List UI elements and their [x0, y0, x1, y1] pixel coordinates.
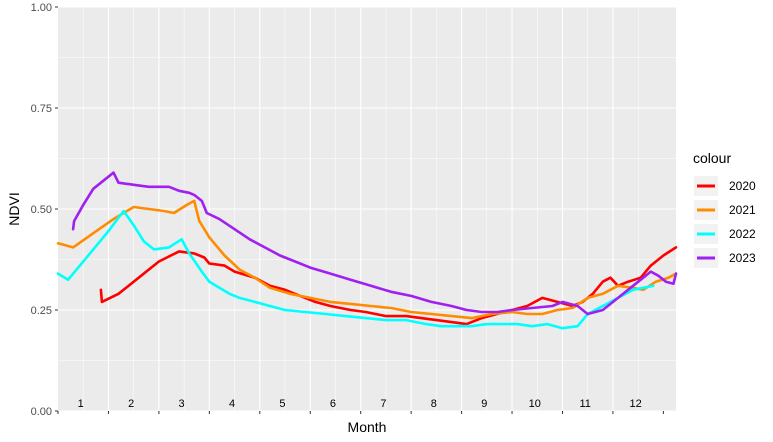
- series-lines: [56, 171, 678, 330]
- month-label: 8: [431, 398, 437, 410]
- month-label: 1: [78, 398, 84, 410]
- series-line-2020: [99, 246, 678, 326]
- month-label: 12: [630, 398, 642, 410]
- legend-label-2023: 2023: [729, 251, 756, 265]
- major-gridlines: [58, 6, 676, 412]
- month-label: 9: [481, 398, 487, 410]
- month-label: 6: [330, 398, 336, 410]
- month-label: 11: [579, 398, 590, 410]
- y-tick-label: 1.00: [31, 2, 52, 14]
- y-axis: 0.00 0.25 0.50 0.75 1.00: [31, 2, 58, 418]
- month-label: 4: [229, 398, 235, 410]
- y-axis-title: NDVI: [6, 192, 22, 225]
- y-tick-label: 0.50: [31, 204, 52, 216]
- y-tick-label: 0.75: [31, 103, 52, 115]
- month-label: 3: [179, 398, 185, 410]
- legend-label-2021: 2021: [729, 203, 756, 217]
- y-tick-label: 0.00: [31, 406, 52, 418]
- x-axis-title: Month: [348, 419, 387, 435]
- series-line-2023: [71, 171, 678, 316]
- y-tick-label: 0.25: [31, 305, 52, 317]
- series-line-2022: [56, 209, 655, 330]
- month-label: 10: [529, 398, 541, 410]
- month-labels: 1 2 3 4 5 6 7 8 9 10 11 12: [78, 398, 642, 410]
- legend-label-2020: 2020: [729, 179, 756, 193]
- month-label: 5: [279, 398, 285, 410]
- x-axis: [57, 411, 664, 414]
- legend-label-2022: 2022: [729, 227, 756, 241]
- series-line-2021: [56, 199, 678, 320]
- month-label: 7: [380, 398, 386, 410]
- month-label: 2: [128, 398, 134, 410]
- legend-title: colour: [693, 150, 731, 166]
- legend: colour 2020 2021 2022 2023: [693, 150, 756, 268]
